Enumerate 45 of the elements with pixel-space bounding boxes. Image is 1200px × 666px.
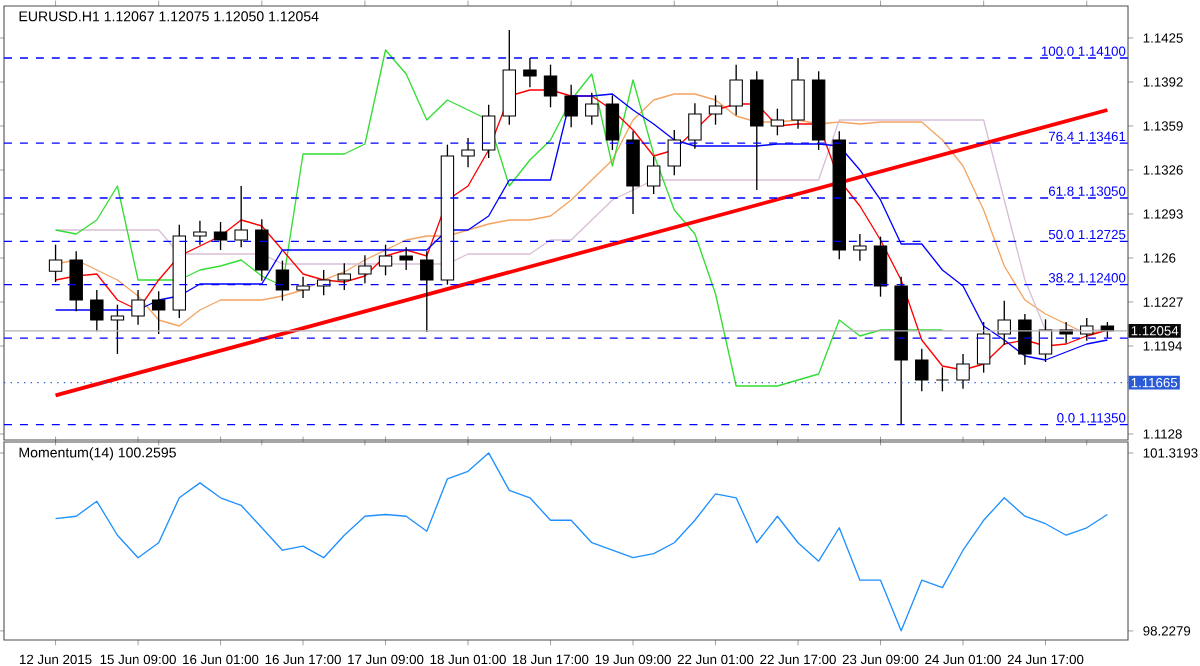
candlestick <box>543 63 558 108</box>
candlestick <box>585 91 599 126</box>
candlestick <box>90 289 104 332</box>
candlestick <box>853 233 867 262</box>
candlestick <box>976 321 991 374</box>
candlestick <box>1018 313 1032 366</box>
candlestick <box>48 243 63 283</box>
candlestick <box>770 107 785 136</box>
candlestick <box>296 275 310 299</box>
candlestick <box>69 250 83 312</box>
candlestick <box>358 254 372 284</box>
candlestick <box>193 219 207 246</box>
candlestick <box>461 137 475 168</box>
candlestick <box>956 353 970 390</box>
candlestick <box>213 221 228 251</box>
candlestick <box>750 70 764 191</box>
candlestick <box>420 250 434 333</box>
candlestick <box>275 259 290 302</box>
candlestick <box>378 243 393 276</box>
candlestick <box>605 94 620 151</box>
candlestick <box>873 235 888 298</box>
candlestick <box>502 29 517 126</box>
candlestick <box>688 102 702 150</box>
candlestick <box>667 129 682 176</box>
candlestick <box>1080 317 1094 342</box>
candlestick <box>626 130 640 215</box>
candlestick <box>729 63 743 116</box>
candlestick <box>708 94 723 126</box>
candlestick <box>110 304 125 355</box>
candlestick <box>935 366 950 392</box>
candlestick <box>316 269 331 296</box>
candlestick <box>997 300 1011 346</box>
candlestick <box>915 348 929 392</box>
candlestick <box>646 155 661 195</box>
candlestick <box>481 103 496 159</box>
candlestick <box>234 185 248 248</box>
candlestick <box>337 262 352 291</box>
candlestick <box>399 246 413 271</box>
candlestick <box>523 57 537 88</box>
candlestick <box>151 290 166 335</box>
candlestick <box>564 83 578 128</box>
candlestick <box>255 218 269 282</box>
candlestick <box>131 289 145 326</box>
candlestick <box>1038 318 1053 363</box>
candlestick <box>791 57 805 130</box>
